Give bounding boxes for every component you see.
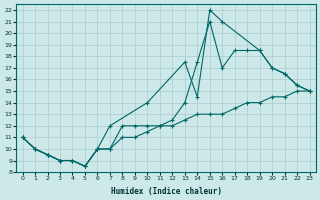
X-axis label: Humidex (Indice chaleur): Humidex (Indice chaleur) bbox=[111, 187, 221, 196]
